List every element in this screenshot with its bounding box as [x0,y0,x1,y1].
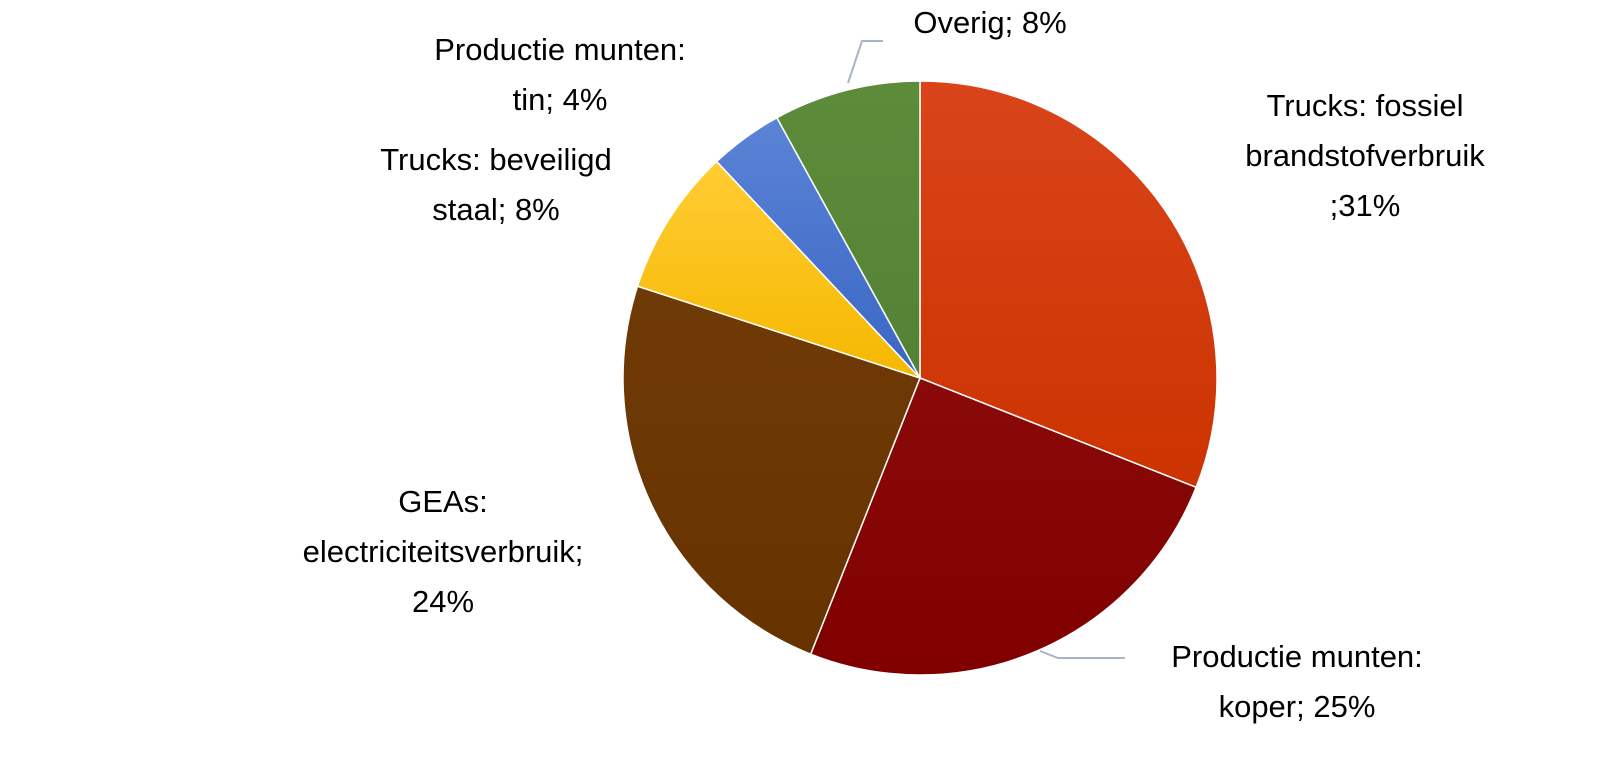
slice-label-6: Overig; 8% [913,5,1066,40]
slice-label-line: brandstofverbruik [1245,138,1485,173]
pie-slice-3 [622,285,921,656]
slice-label-4: Trucks: beveiligd staal; 8% [380,142,611,227]
slice-label-line: Overig; 8% [913,5,1066,40]
slices-layer [622,80,1218,676]
leaders-layer [847,40,1125,659]
slice-label-line: GEAs: [398,484,488,519]
slice-label-line: Trucks: fossiel [1267,88,1464,123]
slice-label-line: staal; 8% [432,192,560,227]
slice-label-2: Productie munten: koper; 25% [1171,639,1423,724]
slice-label-line: ;31% [1330,188,1401,223]
slice-label-line: Trucks: beveiligd [380,142,611,177]
pie-slice-6 [775,80,921,379]
slice-label-1: Trucks: fossiel brandstofverbruik ;31% [1245,88,1485,223]
slice-label-line: koper; 25% [1219,689,1376,724]
slice-label-3: GEAs: electriciteitsverbruik; 24% [303,484,584,619]
pie-slice-1 [919,80,1218,489]
labels-layer: Trucks: fossiel brandstofverbruik ;31% Prod… [303,5,1486,724]
leader-line-2 [1039,650,1125,659]
pie-slice-2 [809,377,1198,676]
slice-label-line: 24% [412,584,474,619]
slice-label-line: tin; 4% [513,82,608,117]
slice-label-5: Productie munten: tin; 4% [434,32,686,117]
leader-line-6 [847,40,883,84]
pie-slice-4 [636,160,921,379]
slice-label-line: electriciteitsverbruik; [303,534,584,569]
slice-label-line: Productie munten: [1171,639,1423,674]
slice-label-line: Productie munten: [434,32,686,67]
